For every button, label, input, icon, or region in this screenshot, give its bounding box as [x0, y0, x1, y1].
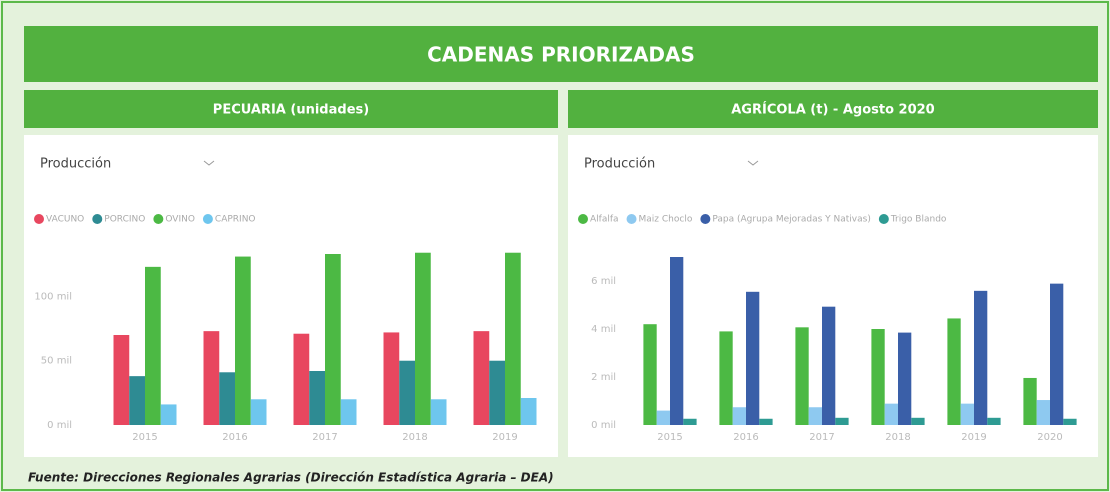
- legend-label: PORCINO: [104, 215, 145, 225]
- x-tick-label: 2020: [1037, 432, 1062, 443]
- panel-header: [568, 90, 1098, 128]
- x-tick-label: 2016: [733, 432, 758, 443]
- bar: [145, 266, 161, 425]
- bar: [1036, 400, 1050, 425]
- bar: [293, 333, 310, 425]
- y-tick-label: 0 mil: [47, 420, 72, 431]
- bar: [489, 360, 505, 425]
- bar: [835, 417, 849, 425]
- panel-title: AGRÍCOLA (t) - Agosto 2020: [731, 102, 934, 118]
- bar: [203, 331, 220, 425]
- bar: [656, 410, 670, 425]
- x-tick-label: 2015: [132, 432, 157, 443]
- y-tick-label: 100 mil: [34, 291, 72, 302]
- bar: [911, 417, 925, 425]
- bar: [719, 331, 733, 425]
- footer: Fuente: Direcciones Regionales Agrarias …: [28, 471, 554, 485]
- bar: [643, 324, 657, 425]
- legend-marker: [626, 214, 637, 224]
- legend-label: Trigo Blando: [890, 215, 947, 225]
- bar: [683, 418, 697, 425]
- header-title: CADENAS PRIORIZADAS: [427, 43, 695, 67]
- legend-label: Maiz Choclo: [639, 215, 693, 225]
- bar: [1050, 283, 1064, 425]
- y-tick-label: 0 mil: [591, 420, 616, 431]
- bar: [884, 403, 898, 425]
- bar: [974, 290, 988, 425]
- x-tick-label: 2016: [222, 432, 247, 443]
- dropdown-arrow: [747, 160, 759, 166]
- bar: [1023, 377, 1037, 425]
- bar: [309, 371, 325, 425]
- y-tick-label: 6 mil: [591, 276, 616, 287]
- bar: [795, 327, 809, 425]
- bar: [340, 399, 357, 425]
- bar: [415, 252, 431, 425]
- panel-title: PECUARIA (unidades): [213, 103, 369, 118]
- bar: [383, 332, 400, 425]
- legend-label: OVINO: [165, 215, 195, 225]
- legend-label: CAPRINO: [215, 215, 256, 225]
- bar: [473, 331, 490, 425]
- legend-marker: [34, 214, 44, 224]
- panel-header: [24, 90, 558, 128]
- bar: [732, 407, 746, 425]
- bar: [250, 399, 267, 425]
- bar: [430, 399, 447, 425]
- bar: [871, 329, 885, 425]
- bar: [808, 407, 822, 425]
- y-tick-label: 4 mil: [591, 324, 616, 335]
- bar: [129, 376, 145, 425]
- x-tick-label: 2019: [492, 432, 517, 443]
- dropdown-arrow: [203, 160, 215, 166]
- bar: [898, 332, 912, 425]
- bar: [947, 318, 961, 425]
- panel: [24, 135, 558, 457]
- legend-marker: [578, 214, 588, 224]
- legend-label: Alfalfa: [590, 215, 619, 225]
- x-tick-label: 2017: [809, 432, 834, 443]
- bar: [399, 360, 415, 425]
- bar: [746, 291, 760, 425]
- bar: [325, 254, 341, 425]
- x-tick-label: 2017: [312, 432, 337, 443]
- legend-marker: [202, 214, 213, 224]
- bar: [670, 257, 684, 425]
- bar: [160, 404, 177, 425]
- x-tick-label: 2019: [961, 432, 986, 443]
- header-bar: [24, 26, 1098, 82]
- y-tick-label: 50 mil: [41, 356, 72, 367]
- bar: [822, 306, 836, 425]
- bar: [113, 335, 130, 425]
- bar: [960, 403, 974, 425]
- bar: [1063, 418, 1077, 425]
- legend-marker: [153, 214, 164, 224]
- x-tick-label: 2015: [657, 432, 682, 443]
- legend-marker: [878, 214, 889, 224]
- x-tick-label: 2018: [885, 432, 910, 443]
- legend-label: VACUNO: [46, 215, 84, 225]
- dropdown-label[interactable]: Producción: [40, 157, 111, 172]
- legend-label: Papa (Agrupa Mejoradas Y Nativas): [712, 215, 870, 225]
- x-tick-label: 2018: [402, 432, 427, 443]
- bar: [759, 418, 773, 425]
- bar: [520, 398, 537, 425]
- dropdown-label[interactable]: Producción: [584, 157, 655, 172]
- y-tick-label: 2 mil: [591, 372, 616, 383]
- legend-marker: [700, 214, 711, 224]
- bar: [235, 256, 251, 425]
- bar: [987, 417, 1001, 425]
- bar: [219, 372, 235, 425]
- legend-marker: [92, 214, 103, 224]
- bar: [505, 252, 521, 425]
